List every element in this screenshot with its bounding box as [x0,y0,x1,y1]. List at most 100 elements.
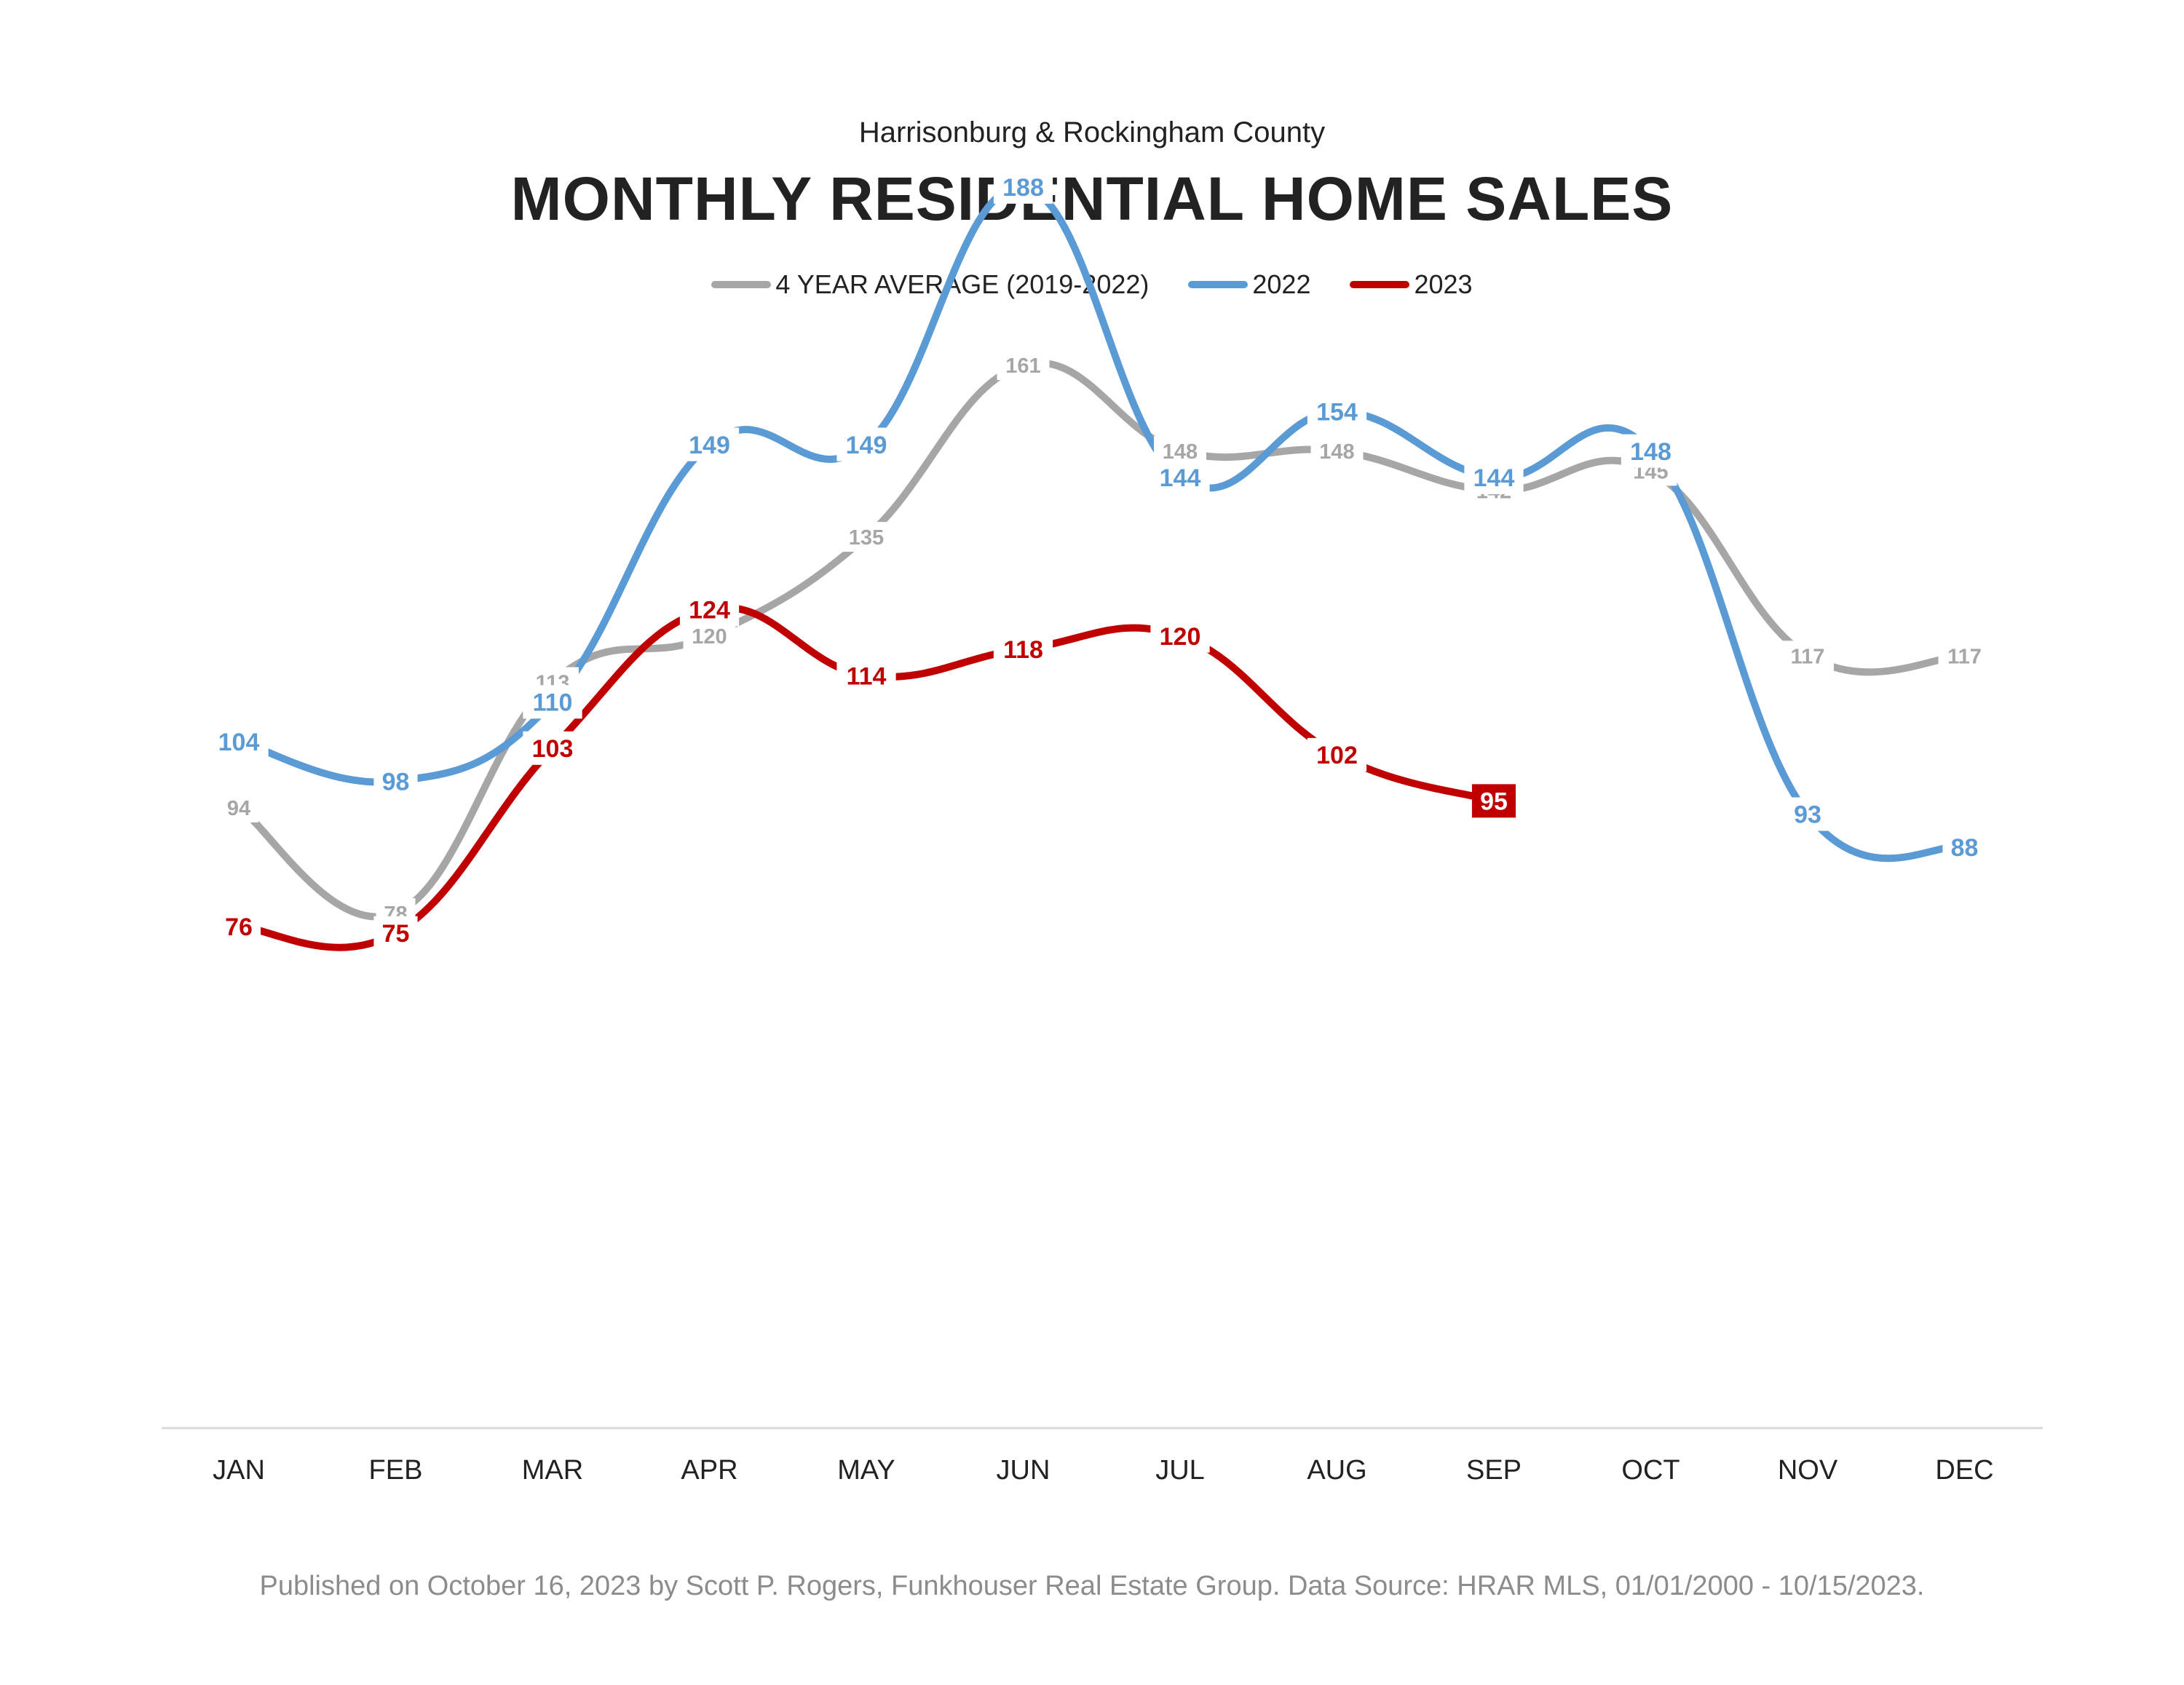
data-label-2023-aug: 102 [1307,737,1367,772]
data-label-text: 103 [532,735,574,763]
data-label-box [219,792,258,822]
data-label-box [679,427,740,461]
data-label-box [993,632,1053,666]
data-label-box [1150,460,1210,494]
data-label-box [1938,641,1991,671]
x-tick-label-aug: AUG [1307,1455,1366,1486]
data-label-text: 114 [847,662,887,690]
data-label-box [1464,460,1524,494]
data-label-text: 102 [1316,742,1358,769]
data-label-2022-jan: 104 [209,724,269,758]
legend-swatch-average [711,281,772,288]
data-label-box [216,909,261,943]
data-label-box [1785,797,1830,831]
data-label-2023-mar: 103 [523,731,582,765]
data-label-2022-mar: 110 [523,685,582,719]
footer-source: Published on October 16, 2023 by Scott P… [259,1571,1925,1601]
data-label-2023-feb: 75 [373,916,418,950]
data-label-2022-jun: 188 [993,170,1053,204]
data-label-box [836,659,896,693]
data-label-box [1621,434,1681,468]
data-label-4-year-average-2019-2022-jan: 94 [219,792,258,822]
data-label-text: 188 [1002,174,1044,202]
data-label-box [997,350,1050,381]
data-label-text: 98 [382,768,410,796]
data-label-box [993,170,1053,204]
data-label-2022-apr: 149 [679,427,740,461]
data-label-4-year-average-2019-2022-jun: 161 [997,350,1050,381]
data-label-2023-jul: 120 [1150,619,1210,653]
x-tick-layer: JAN FEB MAR APR MAY JUN JUL AUG SEP OCT NOV DEC [213,1455,1994,1486]
legend-label-2022: 2022 [1252,269,1311,299]
data-label-text: 75 [382,920,410,948]
chart-title: MONTHLY RESIDENTIAL HOME SALES [510,164,1674,233]
data-label-text: 154 [1316,398,1358,426]
data-label-2023-jan: 76 [216,909,261,943]
data-label-2023-jun: 118 [993,632,1053,666]
x-tick-label-may: MAY [837,1455,895,1486]
data-label-text: 148 [1163,440,1198,464]
data-label-text: 118 [1003,636,1043,664]
data-label-box [523,685,582,719]
data-label-box [1310,436,1364,467]
data-label-text: 144 [1473,464,1515,492]
data-label-2022-may: 149 [836,427,896,461]
data-label-text: 149 [689,432,730,459]
data-label-text: 93 [1794,801,1821,829]
data-label-2022-aug: 154 [1307,395,1367,429]
data-label-text: 117 [1947,645,1982,668]
series-layer [235,183,1969,951]
data-label-box [1150,619,1210,653]
data-label-text: 149 [846,432,887,459]
data-label-4-year-average-2019-2022-aug: 148 [1310,436,1364,467]
x-tick-label-dec: DEC [1935,1455,1993,1486]
x-tick-label-oct: OCT [1621,1455,1679,1486]
data-label-4-year-average-2019-2022-dec: 117 [1938,641,1991,671]
data-label-layer: 9478113120135161148148142145117117104981… [209,170,1991,950]
data-label-4-year-average-2019-2022-may: 135 [840,522,893,552]
data-label-text: 144 [1160,464,1201,492]
data-label-text: 76 [225,913,253,941]
data-label-4-year-average-2019-2022-nov: 117 [1781,641,1834,671]
data-label-2022-dec: 88 [1942,830,1987,864]
data-label-box [373,916,418,950]
x-tick-label-jun: JUN [997,1455,1051,1486]
data-label-2022-oct: 148 [1621,434,1681,468]
data-label-box [1307,737,1367,772]
data-label-box [523,731,582,765]
data-label-text: 120 [692,625,727,649]
legend-label-2023: 2023 [1414,269,1473,299]
data-label-4-year-average-2019-2022-apr: 120 [683,621,736,651]
legend-item-2023: 2023 [1350,269,1473,300]
x-tick-label-mar: MAR [522,1455,583,1486]
x-tick-label-sep: SEP [1466,1455,1522,1486]
data-label-text: 94 [227,797,250,820]
legend-swatch-2023 [1350,281,1410,288]
data-label-text: 161 [1005,354,1040,378]
data-label-text: 110 [533,689,573,717]
x-tick-label-apr: APR [681,1455,737,1486]
data-label-text: 88 [1951,834,1979,862]
data-label-text: 124 [689,597,730,625]
data-label-text: 95 [1480,788,1508,816]
legend-swatch-2022 [1188,281,1249,288]
data-label-box [679,592,740,627]
legend-item-2022: 2022 [1188,269,1310,300]
data-label-text: 104 [218,729,260,756]
chart-subtitle: Harrisonburg & Rockingham County [858,116,1326,148]
data-label-text: 135 [849,526,884,550]
data-label-2022-sep: 144 [1464,460,1524,494]
data-label-box [1942,830,1987,864]
data-label-box [840,522,893,552]
data-label-2022-feb: 98 [373,764,418,798]
data-label-2023-sep: 95 [1471,784,1516,818]
data-label-box [1307,395,1367,429]
x-tick-label-jul: JUL [1155,1455,1205,1486]
x-tick-label-jan: JAN [213,1455,265,1486]
data-label-text: 148 [1630,438,1671,466]
data-label-box [836,427,896,461]
data-label-box [209,724,269,758]
data-label-box [1471,784,1516,818]
data-label-2023-apr: 124 [679,592,740,627]
